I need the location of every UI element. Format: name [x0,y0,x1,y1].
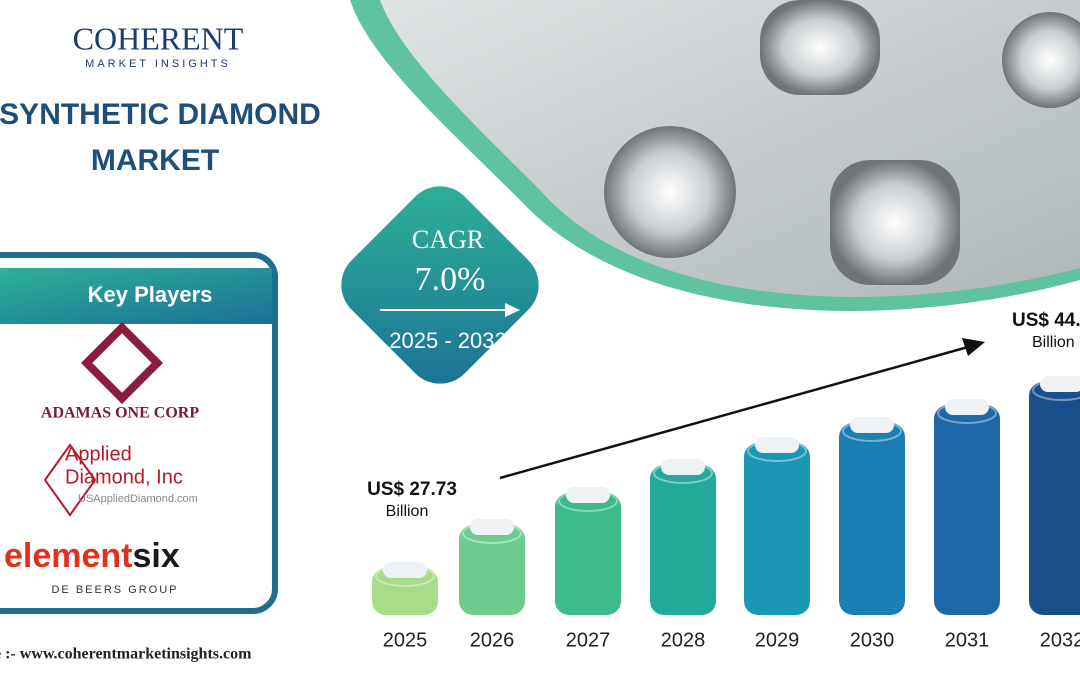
players-header [0,268,272,324]
source: e :- www.coherentmarketinsights.com [0,646,252,663]
diamond-gems [604,0,1080,285]
cylinder-cap [850,417,894,433]
company-name-part: element [4,537,133,575]
cylinder-cap [661,459,705,475]
cylinder [555,493,621,615]
cylinder [839,423,905,615]
year-label: 2031 [945,629,990,651]
company-name-part: six [133,537,180,575]
cylinder-cap [945,399,989,415]
year-label: 2026 [470,629,515,651]
title-line: SYNTHETIC DIAMOND [0,98,321,131]
cylinder [459,525,525,615]
company-name: ADAMAS ONE CORP [41,405,199,422]
tagline: MARKET INSIGHTS [85,58,231,70]
cagr-arrowhead [505,303,520,317]
cylinders: 2025 2026 2027 2028 2029 2030 2031 2032 [372,376,1080,651]
title-line: MARKET [91,144,219,177]
players-card [0,252,278,614]
year-label: 2030 [850,629,895,651]
cylinder [934,405,1000,615]
brand: COHERENT [73,20,244,56]
applied-logo [43,443,97,517]
cylinder [1029,382,1080,615]
cylinder [650,465,716,615]
cagr-label: CAGR [412,225,485,254]
company-sub: DE BEERS GROUP [51,584,178,596]
company-name: Applied [65,443,132,465]
cylinder [744,443,810,615]
cagr-period: 2025 - 2032 [389,328,506,353]
cylinder-cap [383,562,427,578]
adamas-logo [80,321,164,405]
company-name: Diamond, Inc [65,466,183,488]
end-unit: Billion [1032,334,1075,351]
end-amount: US$ 44. [1012,310,1080,331]
year-label: 2029 [755,629,800,651]
company-name: elementsix [4,537,180,575]
start-amount: US$ 27.73 [367,479,457,500]
growth-arrowhead [962,338,985,356]
cylinder-cap [755,437,799,453]
start-unit: Billion [386,503,429,520]
cagr-badge [341,186,539,384]
cylinder-cap [470,519,514,535]
cagr-value: 7.0% [415,261,486,298]
year-label: 2027 [566,629,611,651]
players-heading: Key Players [88,282,213,307]
cylinder-cap [566,487,610,503]
growth-arrow [499,345,969,480]
cylinder-cap [1040,376,1080,392]
year-label: 2025 [383,629,428,651]
year-label: 2028 [661,629,706,651]
company-url: USAppliedDiamond.com [78,493,198,505]
year-label: 2032 [1040,629,1080,651]
